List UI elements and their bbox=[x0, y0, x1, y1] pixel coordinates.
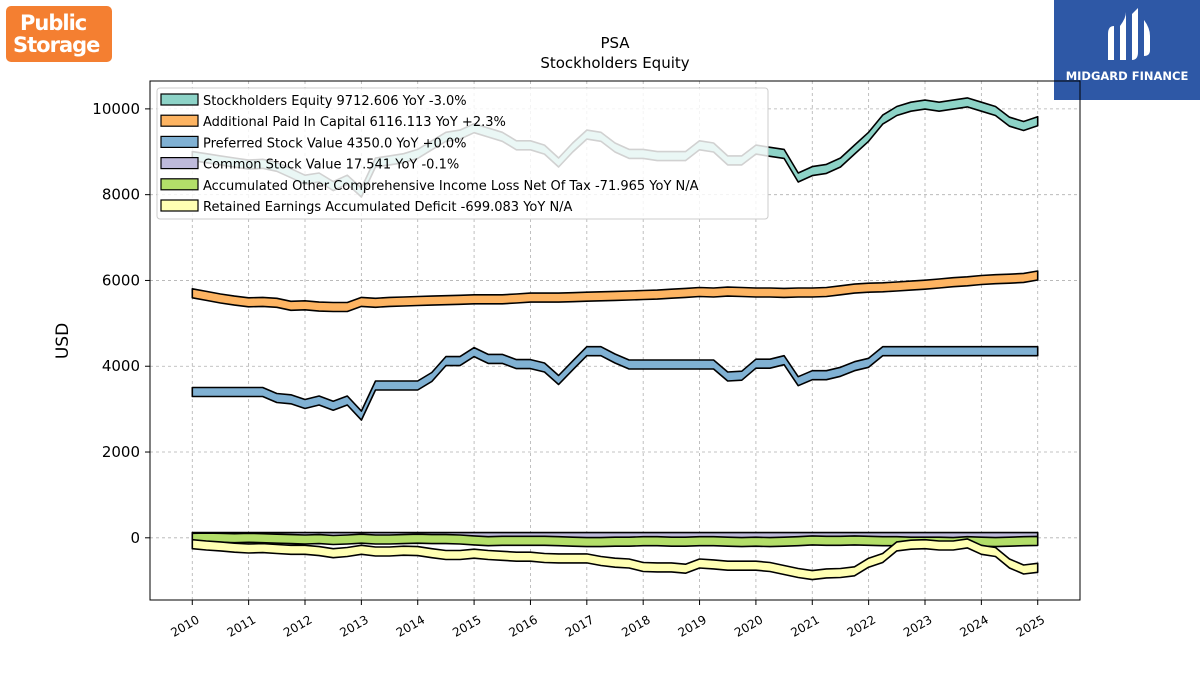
legend-label-5: Retained Earnings Accumulated Deficit -6… bbox=[203, 200, 573, 215]
logo-left-line2: Storage bbox=[13, 33, 100, 57]
midgard-emblem-icon bbox=[1108, 8, 1150, 60]
y-tick-label: 6000 bbox=[102, 271, 140, 289]
x-tick-label: 2017 bbox=[563, 612, 596, 639]
midgard-finance-logo: MIDGARD FINANCE bbox=[1054, 0, 1200, 100]
legend-box bbox=[156, 87, 769, 220]
legend-swatch-0 bbox=[160, 93, 199, 106]
chart-title: PSA bbox=[600, 34, 630, 52]
logo-right-name: MIDGARD FINANCE bbox=[1065, 69, 1189, 83]
x-tick-label: 2014 bbox=[394, 612, 427, 639]
y-axis: 0 2000 4000 6000 8000 10000 bbox=[92, 100, 150, 547]
legend-swatch-3 bbox=[160, 157, 199, 170]
series-line-1 bbox=[191, 270, 1039, 313]
public-storage-logo: Public Storage bbox=[6, 6, 112, 62]
x-tick-label: 2024 bbox=[957, 612, 990, 639]
y-tick-label: 0 bbox=[130, 529, 140, 547]
legend-label-3: Common Stock Value 17.541 YoY -0.1% bbox=[203, 158, 459, 173]
y-tick-label: 8000 bbox=[102, 186, 140, 204]
legend-swatch-2 bbox=[160, 135, 199, 148]
series-line-2 bbox=[191, 345, 1039, 421]
series-line-4 bbox=[191, 532, 1039, 548]
legend-swatch-4 bbox=[160, 178, 199, 191]
x-tick-label: 2022 bbox=[845, 612, 878, 639]
x-tick-label: 2023 bbox=[901, 612, 934, 639]
legend-label-0: Stockholders Equity 9712.606 YoY -3.0% bbox=[203, 94, 467, 109]
legend-swatch-5 bbox=[160, 199, 199, 212]
x-tick-label: 2021 bbox=[788, 612, 821, 639]
x-axis: 2010 2011 2012 2013 2014 2015 2016 2017 2018 2019… bbox=[168, 600, 1047, 640]
y-tick-label: 4000 bbox=[102, 357, 140, 375]
chart-subtitle: Stockholders Equity bbox=[540, 54, 689, 72]
legend-swatch-1 bbox=[160, 114, 199, 127]
x-tick-label: 2013 bbox=[337, 612, 370, 639]
y-tick-label: 10000 bbox=[92, 100, 140, 118]
x-tick-label: 2020 bbox=[732, 612, 765, 639]
x-tick-label: 2019 bbox=[676, 612, 709, 639]
x-tick-label: 2015 bbox=[450, 612, 483, 639]
x-tick-label: 2025 bbox=[1014, 612, 1047, 639]
legend-label-4: Accumulated Other Comprehensive Income L… bbox=[203, 179, 699, 194]
y-tick-label: 2000 bbox=[102, 443, 140, 461]
series-line-5 bbox=[191, 538, 1039, 581]
legend: Stockholders Equity 9712.606 YoY -3.0% Ad… bbox=[156, 87, 769, 220]
x-tick-label: 2018 bbox=[619, 612, 652, 639]
plot-frame bbox=[149, 80, 1081, 601]
x-tick-label: 2010 bbox=[168, 612, 201, 639]
y-axis-label: USD bbox=[53, 323, 73, 359]
logo-left-line1: Public bbox=[20, 11, 87, 35]
x-tick-label: 2011 bbox=[225, 612, 258, 639]
legend-label-1: Additional Paid In Capital 6116.113 YoY … bbox=[203, 115, 506, 130]
x-tick-label: 2016 bbox=[507, 612, 540, 639]
x-tick-label: 2012 bbox=[281, 612, 314, 639]
legend-label-2: Preferred Stock Value 4350.0 YoY +0.0% bbox=[203, 136, 467, 151]
